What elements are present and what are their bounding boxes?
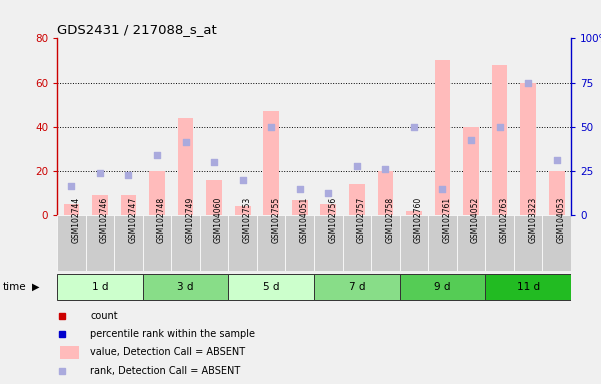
- Bar: [485, 274, 571, 300]
- Bar: [485, 215, 514, 271]
- Text: GSM104052: GSM104052: [471, 196, 480, 243]
- Bar: [200, 215, 228, 271]
- Point: [409, 124, 419, 130]
- Bar: [178, 118, 194, 215]
- Bar: [263, 111, 279, 215]
- Point: [67, 183, 76, 189]
- Bar: [520, 83, 536, 215]
- Bar: [406, 210, 422, 215]
- Text: GSM104051: GSM104051: [300, 196, 309, 243]
- Text: GSM102744: GSM102744: [72, 196, 81, 243]
- Text: 5 d: 5 d: [263, 282, 279, 292]
- Text: ▶: ▶: [32, 282, 39, 292]
- Text: GSM102749: GSM102749: [186, 196, 195, 243]
- Bar: [549, 171, 564, 215]
- Bar: [228, 274, 314, 300]
- Point: [352, 164, 362, 170]
- Point: [238, 177, 248, 183]
- Bar: [114, 215, 143, 271]
- Text: GDS2431 / 217088_s_at: GDS2431 / 217088_s_at: [57, 23, 217, 36]
- Bar: [142, 274, 228, 300]
- Text: 9 d: 9 d: [435, 282, 451, 292]
- Text: percentile rank within the sample: percentile rank within the sample: [91, 329, 255, 339]
- Point: [380, 166, 390, 172]
- Text: 1 d: 1 d: [92, 282, 108, 292]
- Text: GSM102747: GSM102747: [129, 196, 138, 243]
- Point: [209, 159, 219, 165]
- Bar: [514, 215, 542, 271]
- Text: GSM102763: GSM102763: [499, 196, 508, 243]
- Text: time: time: [3, 282, 26, 292]
- Bar: [64, 204, 79, 215]
- Bar: [542, 215, 571, 271]
- Bar: [257, 215, 285, 271]
- Bar: [142, 215, 171, 271]
- Bar: [228, 215, 257, 271]
- Bar: [59, 346, 79, 359]
- Text: 7 d: 7 d: [349, 282, 365, 292]
- Text: GSM104060: GSM104060: [214, 196, 223, 243]
- Text: rank, Detection Call = ABSENT: rank, Detection Call = ABSENT: [91, 366, 241, 376]
- Bar: [349, 184, 365, 215]
- Point: [181, 139, 191, 145]
- Bar: [435, 61, 450, 215]
- Bar: [371, 215, 400, 271]
- Bar: [457, 215, 485, 271]
- Bar: [206, 180, 222, 215]
- Bar: [343, 215, 371, 271]
- Text: value, Detection Call = ABSENT: value, Detection Call = ABSENT: [91, 348, 246, 358]
- Text: 11 d: 11 d: [517, 282, 540, 292]
- Point: [266, 124, 276, 130]
- Bar: [85, 215, 114, 271]
- Bar: [57, 274, 143, 300]
- Text: 3 d: 3 d: [177, 282, 194, 292]
- Text: GSM102746: GSM102746: [100, 196, 109, 243]
- Bar: [292, 200, 308, 215]
- Bar: [463, 127, 479, 215]
- Text: count: count: [91, 311, 118, 321]
- Bar: [171, 215, 200, 271]
- Bar: [149, 171, 165, 215]
- Text: GSM102753: GSM102753: [243, 196, 252, 243]
- Text: GSM102760: GSM102760: [414, 196, 423, 243]
- Bar: [377, 171, 393, 215]
- Point: [552, 157, 561, 163]
- Text: GSM102748: GSM102748: [157, 197, 166, 243]
- Bar: [285, 215, 314, 271]
- Text: GSM102756: GSM102756: [328, 196, 337, 243]
- Bar: [314, 215, 343, 271]
- Text: GSM102757: GSM102757: [357, 196, 366, 243]
- Text: GSM102761: GSM102761: [442, 197, 451, 243]
- Text: GSM104053: GSM104053: [557, 196, 566, 243]
- Text: GSM102755: GSM102755: [271, 196, 280, 243]
- Bar: [92, 195, 108, 215]
- Bar: [235, 206, 251, 215]
- Point: [152, 152, 162, 159]
- Point: [438, 185, 447, 192]
- Bar: [57, 215, 85, 271]
- Bar: [400, 274, 485, 300]
- Point: [523, 79, 533, 86]
- Point: [466, 137, 476, 143]
- Point: [323, 190, 333, 196]
- Bar: [492, 65, 507, 215]
- Bar: [400, 215, 428, 271]
- Text: GSM103323: GSM103323: [528, 196, 537, 243]
- Point: [95, 170, 105, 176]
- Point: [124, 172, 133, 178]
- Text: GSM102758: GSM102758: [385, 197, 394, 243]
- Bar: [428, 215, 457, 271]
- Point: [295, 185, 305, 192]
- Point: [495, 124, 504, 130]
- Bar: [314, 274, 400, 300]
- Bar: [121, 195, 136, 215]
- Bar: [320, 204, 336, 215]
